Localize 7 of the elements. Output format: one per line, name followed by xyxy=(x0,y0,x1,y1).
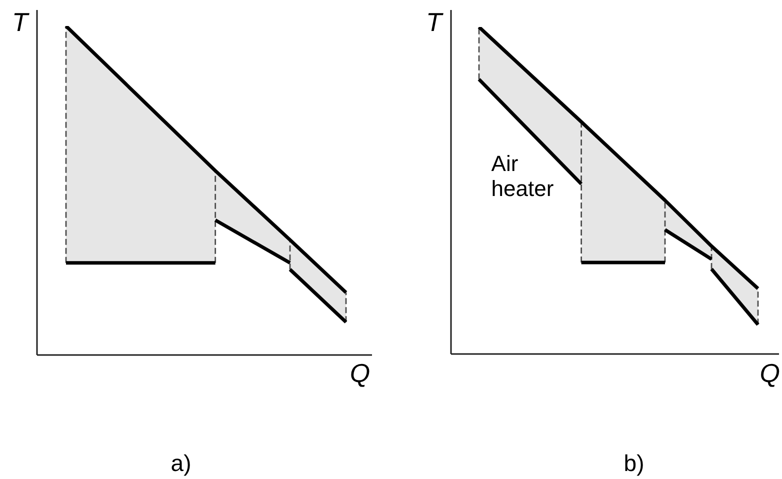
text: a) xyxy=(170,450,192,476)
y-axis-title: T xyxy=(426,6,442,37)
x-axis-title: Q xyxy=(350,358,370,388)
y-axis-title: T xyxy=(12,6,28,37)
x-axis-title: Q xyxy=(760,358,780,388)
text: b) xyxy=(624,450,644,476)
series-label: Air heater xyxy=(491,150,554,201)
